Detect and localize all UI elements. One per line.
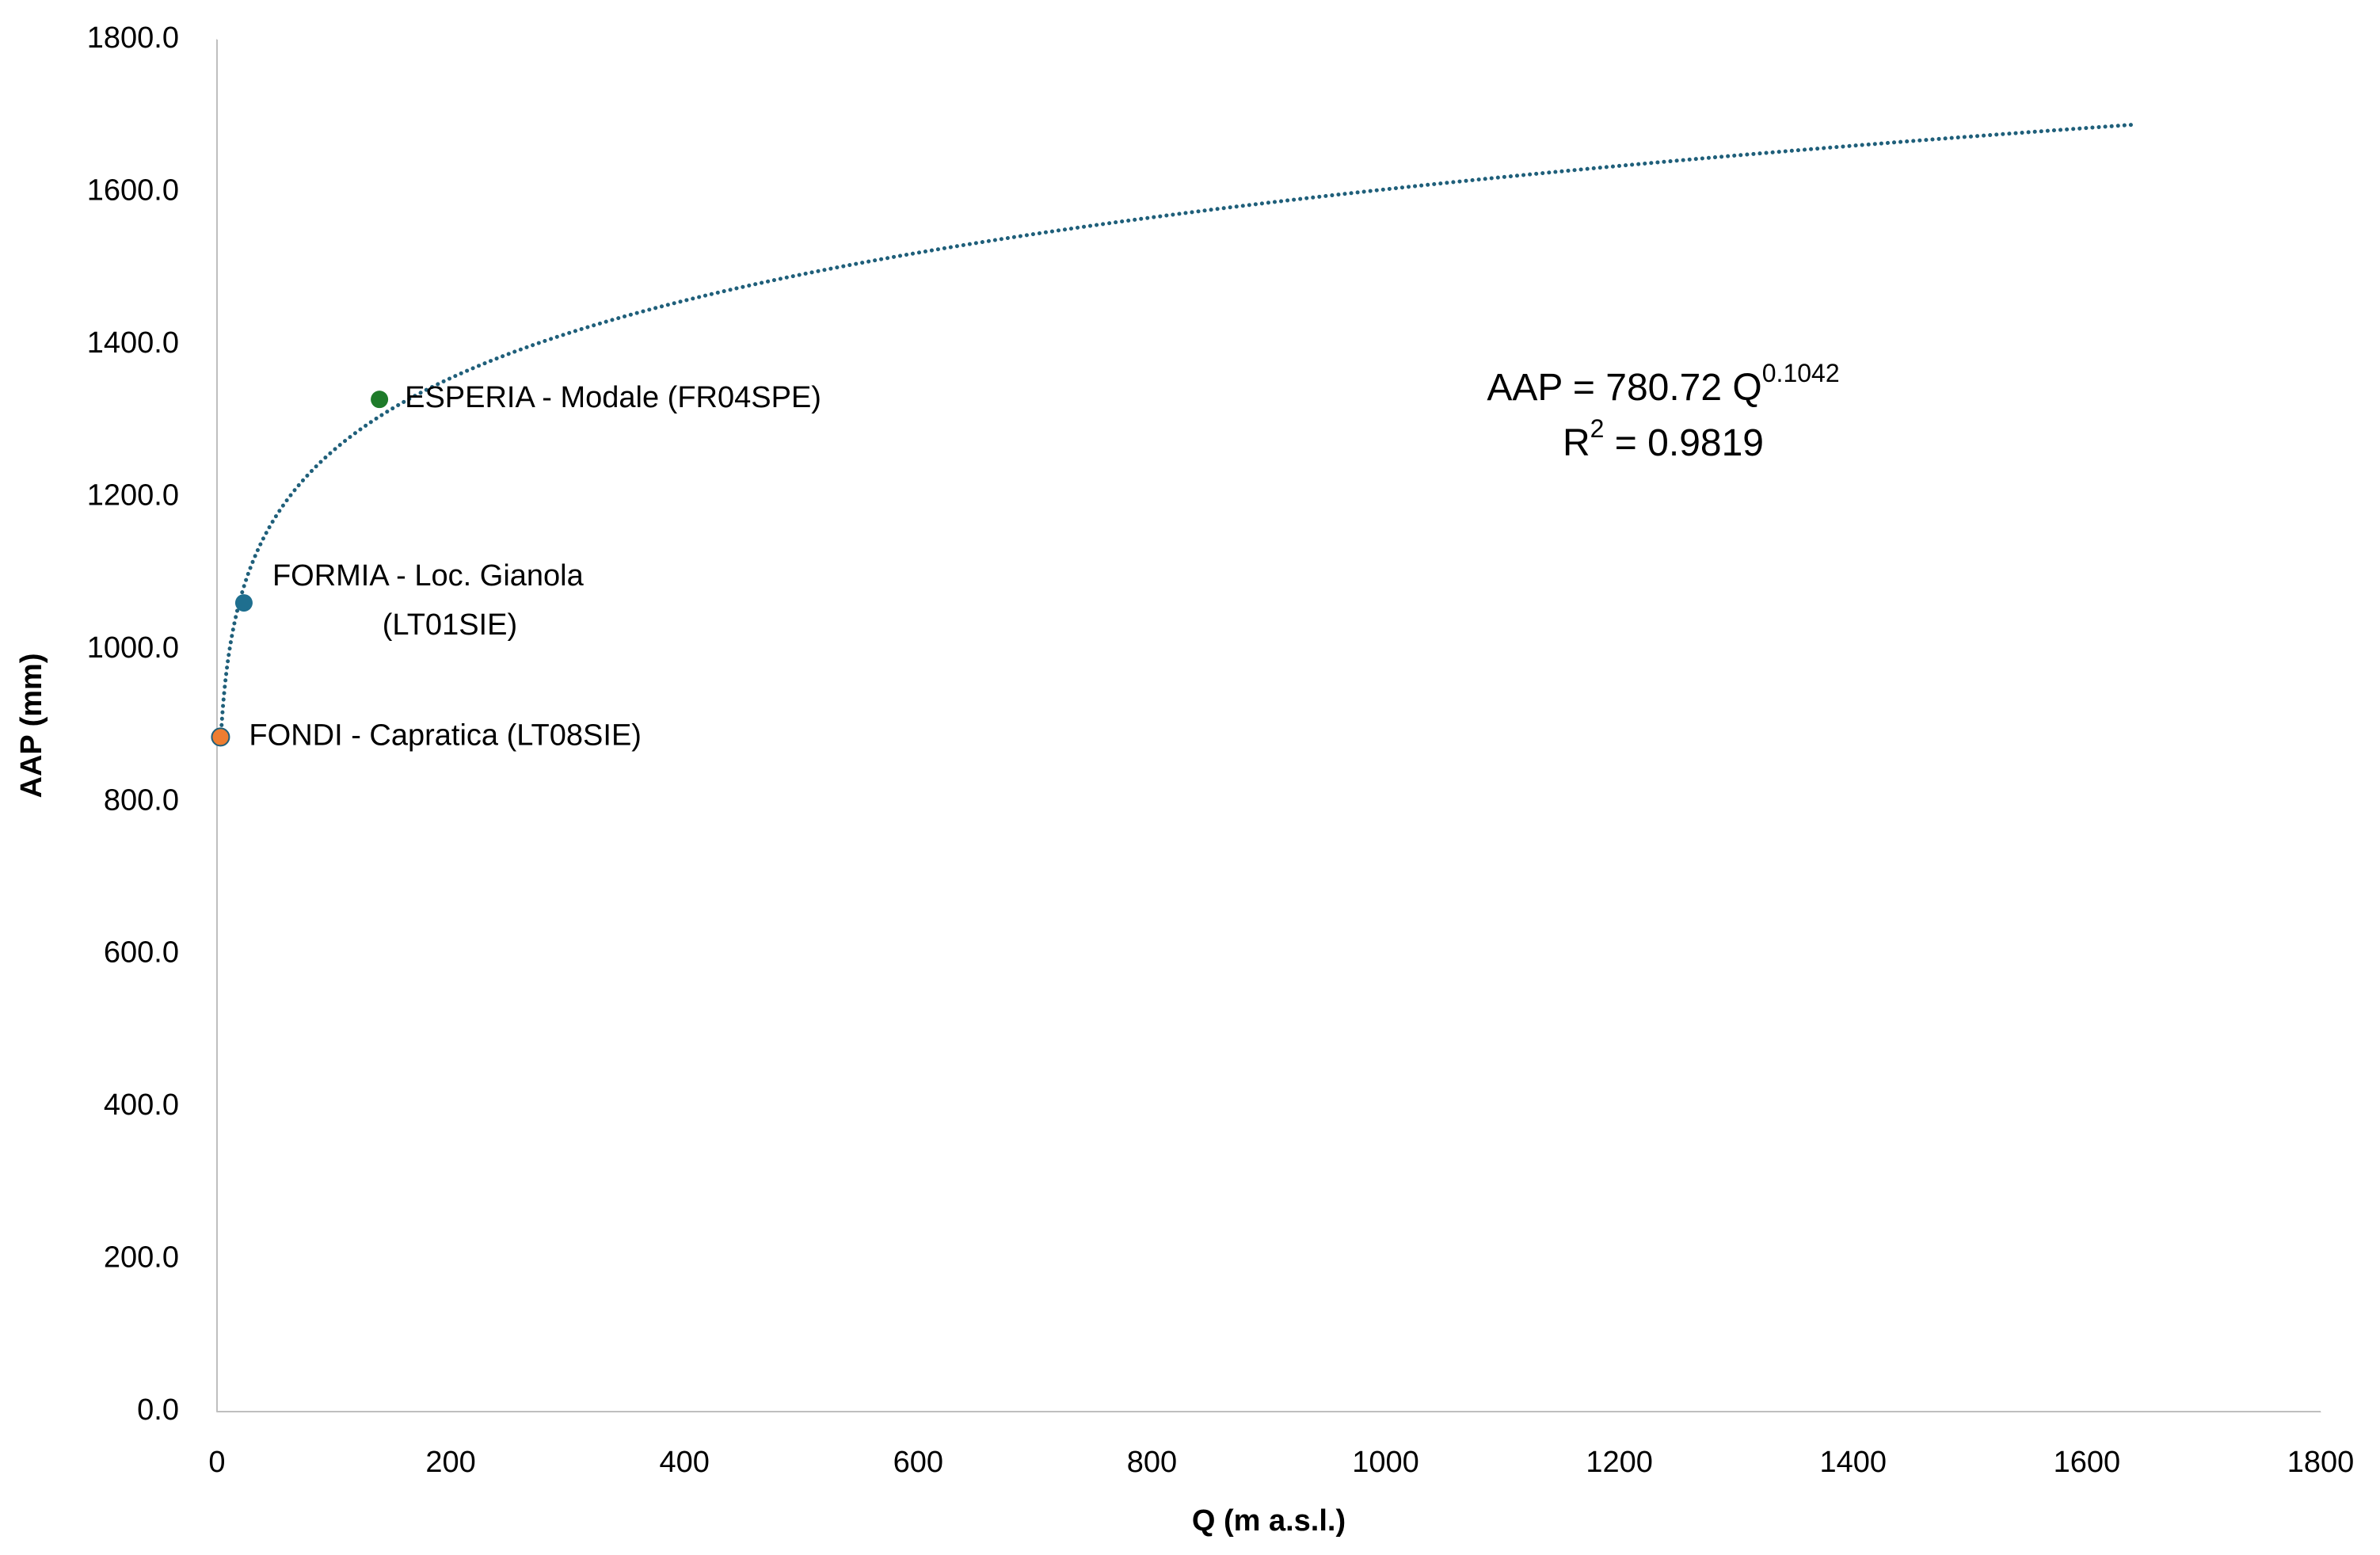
point-label: (LT01SIE) xyxy=(383,608,517,642)
r-squared-text: R xyxy=(1563,422,1590,464)
trendline-equation: AAP = 780.72 Q0.1042 xyxy=(1487,359,1839,408)
y-tick-label: 1600.0 xyxy=(87,173,179,207)
point-label: ESPERIA - Modale (FR04SPE) xyxy=(405,381,821,414)
x-axis-title: Q (m a.s.l.) xyxy=(1192,1504,1346,1538)
equation-text: AAP = 780.72 Q xyxy=(1487,367,1761,409)
y-tick-label: 600.0 xyxy=(104,936,179,970)
r-squared: R2 = 0.9819 xyxy=(1563,414,1764,463)
y-tick-label: 1400.0 xyxy=(87,326,179,360)
y-tick-label: 200.0 xyxy=(104,1241,179,1275)
data-point xyxy=(234,594,253,612)
data-point xyxy=(371,391,389,409)
x-tick-label: 200 xyxy=(425,1446,475,1479)
x-tick-label: 600 xyxy=(893,1446,943,1479)
y-tick-label: 800.0 xyxy=(104,783,179,817)
x-tick-label: 1600 xyxy=(2054,1446,2121,1479)
x-tick-label: 1000 xyxy=(1352,1446,1419,1479)
x-tick-label: 1200 xyxy=(1586,1446,1653,1479)
point-label: FONDI - Capratica (LT08SIE) xyxy=(249,718,642,752)
r-squared-superscript: 2 xyxy=(1590,414,1605,443)
x-tick-label: 1400 xyxy=(1820,1446,1887,1479)
x-tick-label: 0 xyxy=(208,1446,225,1479)
x-tick-label: 400 xyxy=(660,1446,710,1479)
y-tick-label: 0.0 xyxy=(137,1393,179,1427)
equation-exponent: 0.1042 xyxy=(1762,359,1840,387)
y-axis-title: AAP (mm) xyxy=(15,654,48,798)
y-tick-label: 400.0 xyxy=(104,1088,179,1122)
y-tick-label: 1000.0 xyxy=(87,631,179,665)
data-point xyxy=(211,727,230,747)
point-label: FORMIA - Loc. Gianola xyxy=(272,559,585,593)
y-tick-label: 1200.0 xyxy=(87,478,179,512)
r-squared-rest: = 0.9819 xyxy=(1604,422,1764,464)
trendline xyxy=(218,122,2136,747)
y-tick-label: 1800.0 xyxy=(87,21,179,55)
x-tick-label: 800 xyxy=(1127,1446,1177,1479)
x-tick-label: 1800 xyxy=(2287,1446,2355,1479)
